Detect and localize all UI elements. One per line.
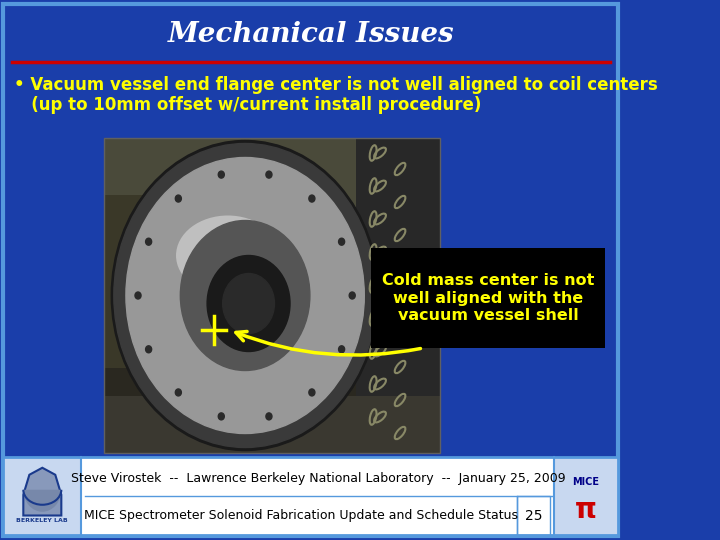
Bar [104,396,441,453]
Bar [518,496,550,535]
Circle shape [266,171,272,178]
Ellipse shape [176,215,279,295]
Circle shape [175,389,181,396]
Circle shape [135,292,141,299]
FancyArrowPatch shape [236,332,420,355]
Bar [104,195,144,368]
Bar [372,248,605,348]
Bar [554,457,618,535]
Bar [104,138,441,453]
Text: Steve Virostek  --  Lawrence Berkeley National Laboratory  --  January 25, 2009: Steve Virostek -- Lawrence Berkeley Nati… [71,471,566,484]
Circle shape [349,292,355,299]
Circle shape [218,171,225,178]
Circle shape [266,413,272,420]
Text: Mechanical Issues: Mechanical Issues [168,21,454,48]
Circle shape [175,195,181,202]
Text: MICE Spectrometer Solenoid Fabrication Update and Schedule Status: MICE Spectrometer Solenoid Fabrication U… [84,509,518,522]
Circle shape [218,413,225,420]
Bar [104,138,441,453]
Text: MICE: MICE [572,477,600,487]
Text: (up to 10mm offset w/current install procedure): (up to 10mm offset w/current install pro… [14,96,481,114]
Circle shape [112,140,379,450]
Circle shape [114,144,377,448]
Circle shape [126,158,364,434]
Circle shape [145,346,152,353]
Text: Cold mass center is not
well aligned with the
vacuum vessel shell: Cold mass center is not well aligned wit… [382,273,594,323]
Polygon shape [23,468,61,516]
Bar [4,457,618,535]
Text: 25: 25 [525,509,542,523]
Bar [4,457,81,535]
Circle shape [145,238,152,245]
Circle shape [180,220,310,370]
Circle shape [222,273,274,334]
Text: • Vacuum vessel end flange center is not well aligned to coil centers: • Vacuum vessel end flange center is not… [14,76,657,94]
Circle shape [207,255,290,352]
Circle shape [338,346,345,353]
Text: BERKELEY LAB: BERKELEY LAB [17,518,68,523]
Bar [104,138,441,207]
Bar [356,138,441,453]
Circle shape [309,195,315,202]
Wedge shape [23,490,61,512]
Text: π: π [575,496,597,524]
Circle shape [309,389,315,396]
Circle shape [338,238,345,245]
